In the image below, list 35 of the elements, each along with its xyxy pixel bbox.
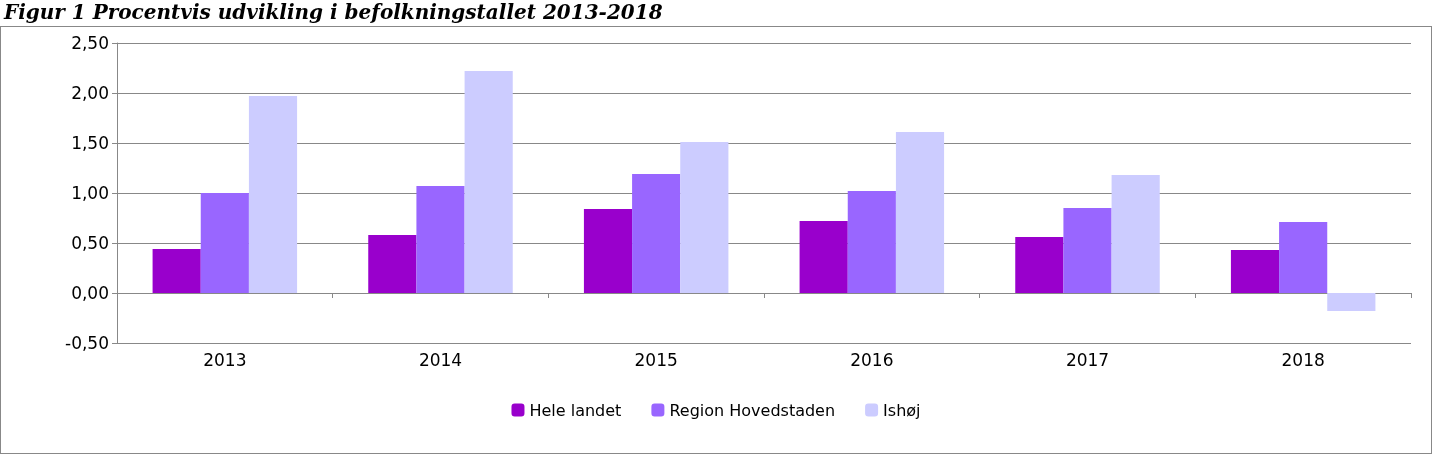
legend-label: Region Hovedstaden — [669, 400, 836, 420]
legend-label: Ishøj — [883, 400, 921, 420]
x-tick-label: 2017 — [1065, 349, 1110, 370]
y-tick-label: 0,50 — [71, 233, 109, 253]
x-tick-label: 2013 — [203, 349, 247, 370]
bar — [1327, 293, 1376, 311]
bar — [416, 186, 465, 293]
x-tick-label: 2018 — [1281, 349, 1325, 370]
y-tick-label: 0,00 — [71, 283, 109, 303]
x-tick-label: 2016 — [850, 349, 894, 370]
bar — [1063, 208, 1112, 293]
bar — [1015, 237, 1064, 293]
chart-title: Figur 1 Procentvis udvikling i befolkningstallet 2013-2018 — [4, 0, 663, 24]
y-tick-label: 1,00 — [71, 183, 109, 203]
bar — [583, 209, 633, 293]
bar — [1111, 175, 1160, 293]
y-tick-label: -0,50 — [65, 333, 109, 353]
bar — [464, 71, 513, 293]
bar — [368, 235, 417, 293]
x-tick-label: 2014 — [418, 349, 463, 370]
bar — [847, 191, 896, 293]
bar — [632, 174, 681, 293]
bar — [200, 193, 249, 293]
bar — [1279, 222, 1328, 293]
legend-label: Hele landet — [529, 400, 622, 420]
y-tick-label: 2,50 — [71, 33, 109, 53]
bar — [680, 142, 729, 293]
bar — [895, 132, 945, 293]
bar — [1230, 250, 1280, 293]
bar — [152, 249, 201, 293]
y-tick-label: 1,50 — [71, 133, 109, 153]
bar — [248, 96, 298, 293]
bar — [799, 221, 848, 293]
y-tick-label: 2,00 — [71, 83, 109, 103]
x-tick-label: 2015 — [634, 349, 678, 370]
